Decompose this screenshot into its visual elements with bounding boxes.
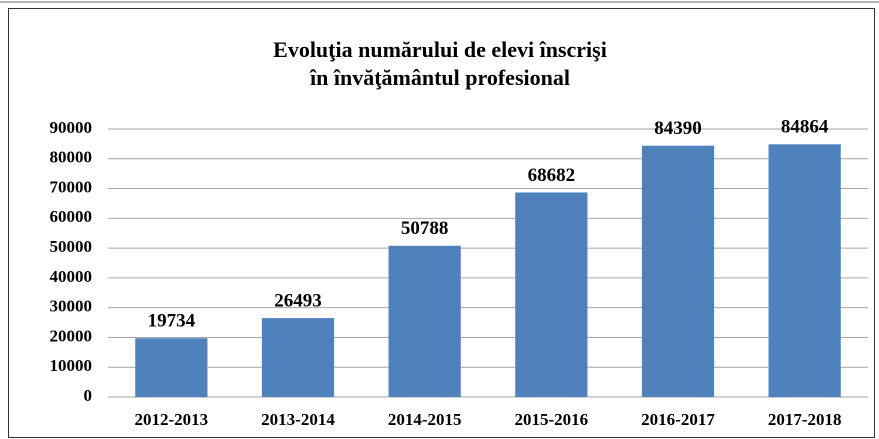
x-tick-label: 2017-2018 bbox=[768, 410, 842, 429]
y-tick-label: 10000 bbox=[50, 356, 93, 375]
data-label: 68682 bbox=[528, 165, 576, 186]
y-tick-label: 0 bbox=[84, 386, 93, 405]
y-tick-label: 60000 bbox=[50, 207, 93, 226]
bar bbox=[388, 245, 461, 397]
chart-title: Evoluţia numărului de elevi înscrişi bbox=[273, 37, 607, 62]
bar bbox=[768, 144, 841, 397]
data-label: 50788 bbox=[401, 218, 449, 239]
data-label: 19734 bbox=[148, 311, 196, 332]
bar bbox=[261, 318, 335, 397]
y-tick-label: 50000 bbox=[50, 237, 93, 256]
x-tick-label: 2014-2015 bbox=[388, 410, 462, 429]
bar bbox=[135, 338, 208, 397]
y-tick-label: 70000 bbox=[50, 177, 93, 196]
data-label: 26493 bbox=[274, 290, 322, 311]
x-tick-label: 2015-2016 bbox=[514, 410, 588, 429]
x-tick-label: 2016-2017 bbox=[641, 410, 715, 429]
y-tick-label: 20000 bbox=[50, 326, 93, 345]
x-tick-label: 2013-2014 bbox=[261, 410, 335, 429]
y-tick-label: 30000 bbox=[50, 297, 93, 316]
data-label: 84390 bbox=[654, 118, 702, 139]
x-tick-label: 2012-2013 bbox=[134, 410, 208, 429]
y-tick-label: 40000 bbox=[50, 267, 93, 286]
bar bbox=[515, 192, 588, 397]
y-tick-label: 90000 bbox=[50, 118, 93, 137]
bar bbox=[641, 145, 715, 397]
chart-title: în învăţământul profesional bbox=[309, 65, 570, 90]
data-label: 84864 bbox=[781, 117, 829, 138]
chart-frame bbox=[8, 8, 875, 438]
y-tick-label: 80000 bbox=[50, 148, 93, 167]
